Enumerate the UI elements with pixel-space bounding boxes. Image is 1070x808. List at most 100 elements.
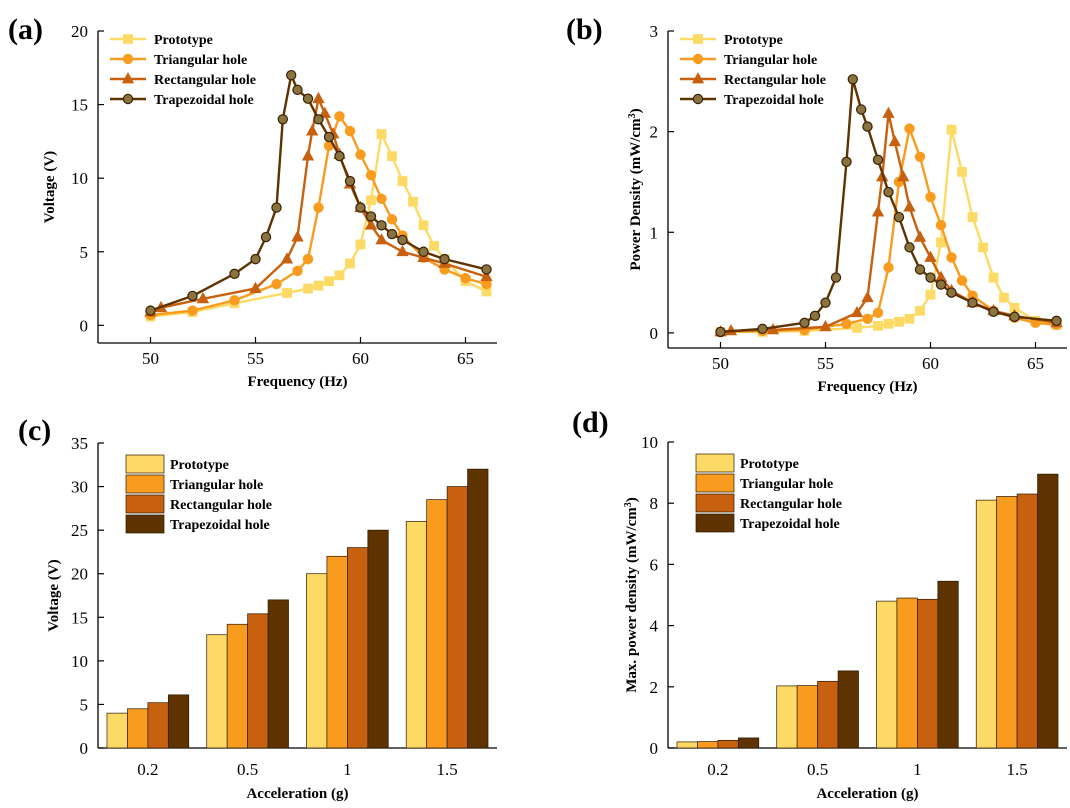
legend-label: Rectangular hole: [154, 73, 256, 88]
data-point: [145, 305, 156, 316]
data-point: [302, 93, 314, 104]
data-point: [956, 275, 968, 286]
legend-swatch: [125, 514, 165, 534]
y-tick-label: 3: [650, 22, 659, 41]
legend-marker: [691, 72, 705, 84]
y-tick-label: 20: [71, 22, 88, 41]
y-tick-label: 4: [650, 617, 659, 636]
legend-label: Triangular hole: [154, 53, 247, 68]
panel-label-c: (c): [18, 414, 51, 447]
bar: [367, 529, 389, 749]
bar: [326, 555, 348, 749]
data-point: [387, 151, 397, 161]
data-point: [988, 272, 999, 283]
legend-swatch: [125, 494, 165, 514]
data-point: [888, 134, 901, 147]
data-point: [277, 114, 288, 125]
data-point: [282, 288, 292, 298]
data-point: [376, 220, 387, 231]
bar: [106, 712, 128, 749]
data-point: [286, 69, 297, 81]
y-axis-title-end: ): [624, 497, 640, 502]
data-point: [271, 202, 282, 213]
data-point: [250, 253, 261, 265]
legend-label: Trapezoidal hole: [170, 518, 270, 533]
legend-label: Prototype: [724, 33, 783, 48]
legend: Prototype Triangular hole Rectangular hole…: [695, 453, 842, 533]
legend-label: Rectangular hole: [740, 497, 842, 512]
y-tick-label: 0: [80, 739, 89, 758]
data-point: [872, 307, 884, 318]
legend-label: Trapezoidal hole: [724, 93, 824, 108]
y-tick-label: 2: [650, 123, 659, 142]
bar: [896, 597, 918, 749]
data-point: [303, 283, 313, 294]
data-point: [460, 273, 471, 284]
legend-label: Rectangular hole: [170, 498, 272, 513]
data-point: [872, 154, 884, 166]
series-3: [715, 74, 1062, 338]
legend-swatch: [695, 453, 735, 473]
panel-d: (d) 0 2 4 6 8 10 Max. power density (mW/cm3) 0.2…: [572, 406, 1067, 802]
bar: [937, 580, 959, 749]
bar: [697, 741, 719, 749]
x-tick-label: 1.5: [437, 760, 458, 779]
data-point: [819, 320, 832, 332]
data-point: [841, 156, 852, 168]
x-tick-label: 55: [247, 349, 264, 368]
data-point: [439, 253, 450, 265]
data-point: [301, 149, 315, 161]
data-point: [897, 170, 910, 182]
y-axis-title-text: Power Density (mW/cm: [628, 118, 644, 271]
data-point: [757, 323, 768, 335]
data-point: [397, 234, 408, 246]
bar: [147, 702, 169, 749]
data-point: [946, 124, 957, 135]
data-point: [894, 316, 904, 327]
x-tick-label: 65: [457, 349, 474, 368]
bar: [996, 496, 1018, 749]
bar: [226, 623, 248, 749]
y-axis-title-text: Voltage (V): [42, 151, 58, 223]
y-tick-label: 15: [71, 96, 88, 115]
x-tick-label: 50: [712, 354, 729, 373]
data-point: [291, 230, 304, 242]
bar: [917, 598, 939, 749]
bar: [206, 634, 228, 749]
data-point: [364, 218, 378, 230]
series-line: [150, 73, 487, 312]
legend-swatch: [695, 473, 735, 493]
data-point: [187, 305, 198, 316]
data-point: [306, 124, 319, 136]
data-point: [904, 123, 915, 134]
y-axis-title-text: Max. power density (mW/cm: [624, 507, 640, 693]
legend-label: Rectangular hole: [724, 73, 826, 88]
data-point: [318, 106, 331, 118]
data-point: [893, 211, 905, 223]
bar: [1037, 473, 1059, 749]
bar: [1016, 493, 1038, 749]
bar: [267, 599, 289, 749]
bar: [426, 499, 448, 749]
data-point: [967, 297, 978, 308]
bar: [876, 600, 898, 749]
data-point: [355, 149, 366, 160]
legend-marker: [692, 53, 704, 65]
y-tick-label: 35: [71, 434, 88, 453]
x-tick-label: 60: [352, 349, 369, 368]
data-point: [334, 111, 345, 122]
data-point: [344, 175, 356, 187]
legend-swatch: [695, 513, 735, 533]
data-point: [862, 121, 873, 132]
data-point: [229, 295, 240, 306]
series-2: [714, 106, 1063, 337]
bar: [247, 613, 269, 749]
data-point: [935, 220, 947, 231]
x-tick-label: 0.2: [137, 760, 158, 779]
y-axis-title: Max. power density (mW/cm3): [623, 497, 641, 693]
data-point: [957, 166, 967, 177]
data-point: [334, 150, 345, 162]
data-point: [365, 211, 377, 222]
panel-label-d: (d): [572, 406, 609, 439]
